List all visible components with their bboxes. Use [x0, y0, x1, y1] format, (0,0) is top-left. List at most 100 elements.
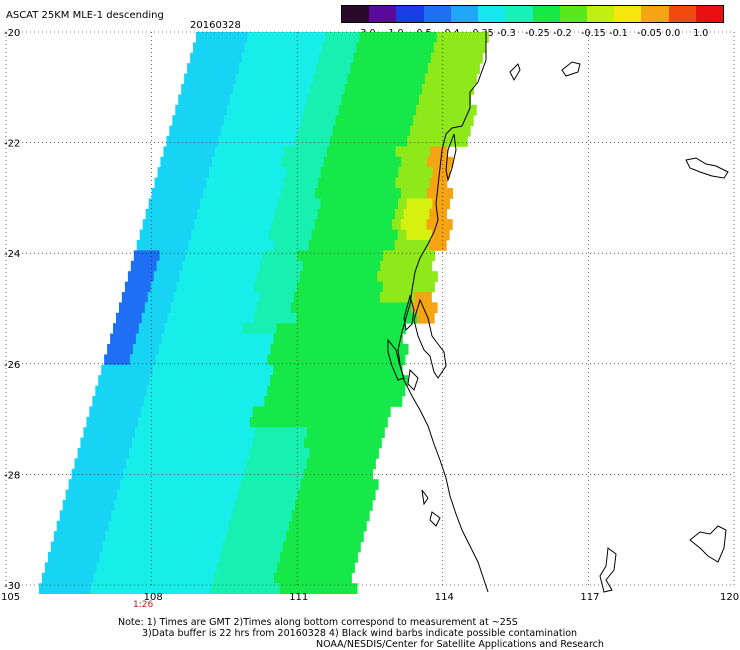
swath-cell	[340, 250, 350, 262]
swath-cell	[270, 375, 280, 386]
swath-cell	[85, 541, 95, 553]
swath-cell	[161, 396, 171, 407]
swath-cell	[354, 260, 364, 272]
swath-cell	[404, 115, 414, 126]
swath-cell	[432, 167, 442, 178]
swath-cell	[288, 281, 298, 293]
swath-cell	[329, 500, 339, 511]
swath-cell	[259, 292, 269, 303]
swath-cell	[281, 364, 291, 376]
swath-cell	[196, 572, 206, 584]
swath-cell	[263, 520, 273, 532]
swath-cell	[195, 427, 205, 438]
swath-cell	[268, 562, 278, 574]
swath-cell	[108, 458, 118, 470]
swath-cell	[393, 94, 403, 106]
swath-cell	[99, 552, 109, 563]
swath-cell	[159, 219, 169, 230]
swath-cell	[113, 323, 122, 334]
swath-cell	[177, 458, 187, 470]
swath-cell	[183, 406, 193, 418]
swath-cell	[158, 406, 168, 418]
swath-cell	[255, 427, 265, 438]
swath-cell	[124, 312, 134, 324]
swath-cell	[140, 468, 150, 480]
swath-cell	[298, 427, 308, 438]
swath-cell	[312, 198, 321, 210]
swath-cell	[205, 541, 215, 553]
swath-cell	[175, 375, 185, 386]
swath-cell	[379, 84, 388, 95]
coastline	[387, 32, 729, 593]
swath-cell	[163, 479, 173, 490]
swath-cell	[397, 229, 407, 241]
swath-cell	[401, 125, 411, 137]
swath-cell	[454, 32, 463, 43]
swath-cell	[389, 229, 399, 241]
swath-cell	[96, 562, 106, 574]
swath-cell	[177, 219, 187, 230]
swath-cell	[243, 437, 253, 449]
swath-cell	[366, 250, 375, 262]
swath-cell	[327, 385, 337, 397]
swath-cell	[312, 406, 322, 418]
swath-cell	[233, 292, 243, 303]
swath-cell	[298, 63, 308, 74]
swath-cell	[328, 323, 337, 334]
swath-cell	[324, 427, 334, 438]
swath-cell	[77, 448, 87, 459]
swath-cell	[358, 125, 368, 137]
swath-cell	[300, 510, 310, 522]
swath-cell	[325, 302, 335, 314]
swath-cell	[441, 104, 451, 116]
swath-cell	[375, 188, 385, 199]
swath-cell	[179, 302, 189, 314]
swath-cell	[97, 500, 107, 511]
swath-cell	[97, 437, 107, 449]
swath-cell	[217, 229, 227, 241]
swath-cell	[254, 520, 264, 532]
swath-cell	[252, 468, 262, 480]
swath-cell	[128, 541, 138, 553]
swath-cell	[92, 427, 101, 438]
swath-cell	[162, 572, 172, 584]
swath-cell	[317, 572, 327, 584]
swath-cell	[324, 94, 334, 106]
swath-cell	[275, 115, 285, 126]
swath-cell	[347, 104, 357, 116]
swath-cell	[393, 333, 403, 345]
swath-cell	[108, 520, 118, 532]
swath-cell	[103, 448, 113, 459]
swath-cell	[304, 104, 314, 116]
swath-cell	[279, 344, 289, 355]
swath-cell	[346, 167, 356, 178]
swath-cell	[365, 312, 375, 324]
swath-cell	[184, 312, 194, 324]
swath-cell	[79, 500, 89, 511]
swath-cell	[250, 52, 260, 64]
swath-cell	[214, 240, 224, 251]
swath-cell	[301, 146, 310, 158]
swath-cell	[134, 458, 144, 470]
swath-cell	[308, 541, 318, 553]
swath-cell	[370, 52, 380, 64]
swath-cell	[451, 42, 460, 54]
swath-cell	[184, 344, 194, 355]
swath-cell	[307, 396, 317, 407]
swath-cell	[74, 489, 84, 501]
swath-cell	[138, 323, 148, 334]
swath-cell	[343, 479, 353, 490]
swath-cell	[239, 240, 249, 251]
swath-cell	[39, 583, 48, 594]
swath-cell	[272, 396, 282, 407]
swath-cell	[104, 354, 114, 366]
swath-cell	[293, 84, 302, 95]
swath-cell	[254, 552, 264, 563]
swath-cell	[406, 167, 416, 178]
swath-cell	[243, 136, 253, 147]
swath-cell	[294, 531, 304, 542]
lon-label: 114	[435, 592, 454, 603]
swath-cell	[235, 437, 245, 449]
swath-cell	[380, 260, 390, 272]
swath-cell	[277, 260, 286, 272]
